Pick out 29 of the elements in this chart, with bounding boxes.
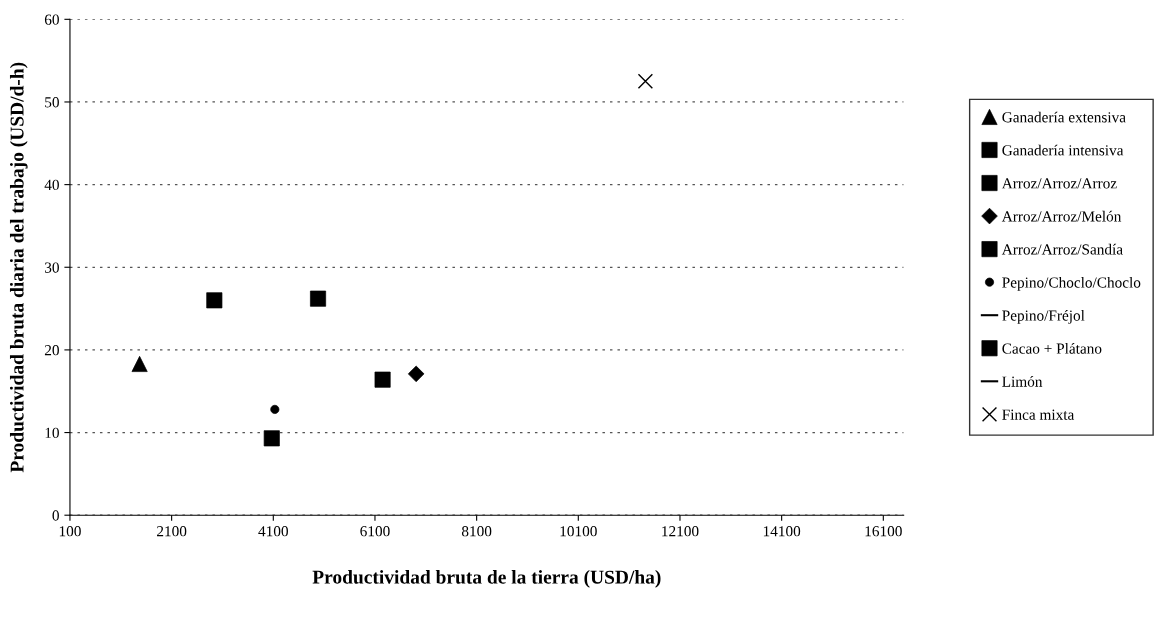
x-tick-label: 8100: [461, 526, 492, 537]
legend-label: Ganadería intensiva: [1002, 144, 1124, 156]
x-tick-label: 16100: [865, 526, 902, 537]
y-tick-label: 10: [45, 427, 59, 438]
y-tick-label: 20: [44, 345, 59, 356]
x-tick-label: 14100: [763, 526, 801, 537]
legend-label: Arroz/Arroz/Melón: [1001, 210, 1122, 222]
y-tick-label: 60: [44, 14, 59, 25]
legend-label: Arroz/Arroz/Sandía: [1001, 243, 1123, 255]
x-tick-label: 4100: [258, 526, 288, 537]
y-tick-label: 0: [52, 510, 59, 521]
legend-label: Ganadería extensiva: [1002, 111, 1126, 123]
legend-label: Limón: [1002, 376, 1043, 387]
legend-label: Pepino/Fréjol: [1002, 309, 1085, 324]
y-tick-label: 40: [44, 179, 59, 191]
x-tick-label: 6100: [360, 526, 390, 537]
y-tick-label: 30: [45, 262, 59, 273]
point: [637, 73, 654, 89]
y-axis-title: Productividad bruta diaria del trabajo (USD/d-h): [9, 62, 28, 473]
x-tick-label: 12100: [662, 526, 699, 537]
legend-label: Cacao + Plátano: [1002, 342, 1102, 354]
x-tick-label: 10100: [560, 526, 597, 537]
legend-label: Arroz/Arroz/Arroz: [1001, 178, 1117, 189]
y-tick-label: 50: [45, 97, 59, 108]
x-tick-label: 100: [59, 526, 81, 537]
legend-label: Finca mixta: [1002, 409, 1075, 420]
legend-label: Pepino/Choclo/Choclo: [1002, 276, 1141, 291]
x-axis-title: Productividad bruta de la tierra (USD/ha): [312, 570, 661, 588]
x-tick-label: 2100: [157, 526, 187, 537]
